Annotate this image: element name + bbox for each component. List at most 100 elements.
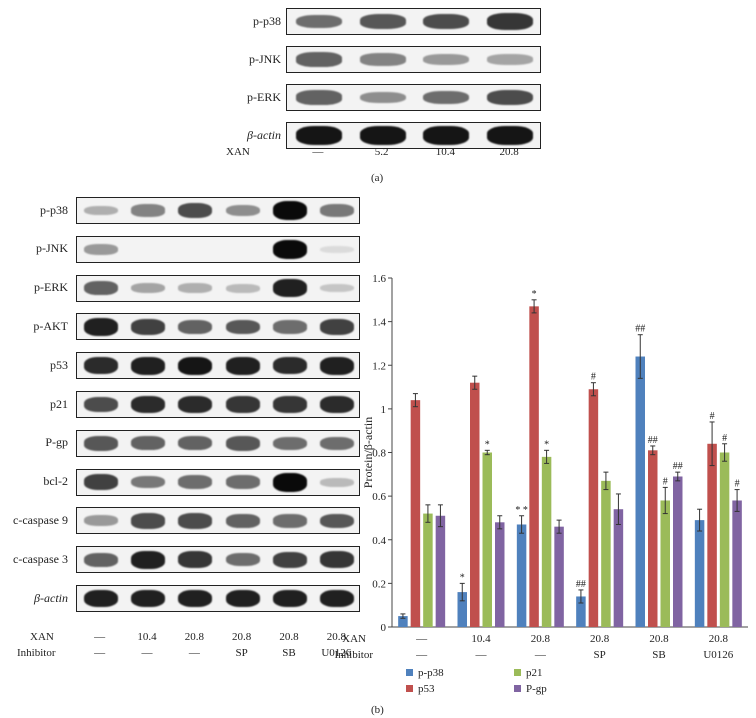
blot-band	[130, 550, 166, 569]
blot-strip	[76, 197, 360, 224]
inhibitor-value-label: —	[188, 647, 200, 659]
x-category-inhibitor: —	[534, 649, 547, 661]
blot-band	[83, 396, 118, 413]
blot-band	[130, 356, 166, 375]
blot-band	[320, 395, 355, 414]
x-category-xan: 20.8	[649, 633, 669, 645]
xan-dose-label: —	[312, 146, 324, 158]
blot-band	[225, 435, 260, 451]
bar-p21	[423, 513, 433, 627]
blot-strip	[286, 8, 541, 35]
blot-band	[272, 239, 308, 259]
blot-band	[178, 202, 213, 219]
blot-band	[83, 205, 118, 216]
xan-dose-label: 10.4	[137, 631, 157, 643]
xan-dose-label: 10.4	[435, 146, 455, 158]
x-category-inhibitor: SP	[594, 649, 606, 661]
blot-band	[130, 589, 166, 608]
inhibitor-value-label: U0126	[321, 647, 352, 659]
blot-row-label: p21	[50, 396, 68, 411]
blot-row-label: β-actin	[247, 127, 281, 142]
bar-p21	[601, 480, 611, 627]
significance-mark: #	[710, 411, 715, 422]
blot-band	[320, 318, 355, 335]
blot-strip	[286, 122, 541, 149]
blot-band	[225, 552, 260, 567]
inhibitor-value-label: SB	[282, 647, 296, 659]
blot-band	[272, 357, 308, 375]
xan-dose-label: 20.8	[499, 146, 519, 158]
bar-p21	[482, 452, 492, 627]
bar-p53	[529, 306, 539, 627]
bar-p53	[410, 400, 421, 627]
blot-strip	[76, 468, 360, 496]
blot-band	[487, 13, 534, 30]
blot-row-label: p-p38	[40, 202, 68, 217]
blot-band	[320, 204, 355, 217]
legend-swatch	[406, 669, 413, 676]
legend-label: p53	[418, 683, 435, 695]
blot-band	[225, 513, 260, 528]
xan-dose-label: 20.8	[232, 631, 252, 643]
blot-band	[487, 89, 534, 106]
blot-band	[178, 589, 213, 608]
blot-band	[320, 356, 355, 375]
y-tick-label: 1.2	[372, 360, 386, 372]
significance-mark: ##	[648, 435, 658, 446]
legend-label: p-p38	[418, 667, 444, 679]
blot-band	[295, 52, 342, 67]
significance-mark: #	[722, 433, 727, 444]
y-tick-label: 1.4	[372, 317, 386, 329]
blot-band	[178, 395, 213, 414]
blot-band	[130, 436, 166, 451]
bar-p53	[588, 389, 599, 627]
blot-band	[272, 514, 308, 528]
legend-label: P-gp	[526, 683, 547, 695]
xan-dose-label: 20.8	[184, 631, 204, 643]
blot-band	[83, 357, 118, 375]
x-category-inhibitor: —	[475, 649, 488, 661]
significance-mark: * *	[515, 505, 528, 516]
blot-band	[83, 515, 118, 527]
significance-mark: ##	[635, 324, 645, 335]
bar-p53	[707, 443, 717, 627]
x-category-xan: 20.8	[590, 633, 610, 645]
blot-strip	[76, 235, 360, 263]
blot-band	[130, 318, 166, 335]
blot-row-label: p-p38	[253, 13, 281, 28]
x-category-inhibitor: —	[415, 649, 428, 661]
bar-p-gp	[732, 500, 742, 627]
blot-row-label: p-JNK	[249, 51, 281, 66]
significance-mark: #	[663, 476, 668, 487]
blot-band	[130, 513, 166, 529]
blot-row-label: p-AKT	[33, 318, 68, 333]
bar-p-p38	[457, 592, 467, 627]
blot-band	[178, 475, 213, 489]
bar-p-p38	[694, 520, 705, 627]
blot-row-label: p-JNK	[36, 241, 68, 256]
blot-band	[487, 54, 534, 65]
blot-band	[178, 436, 213, 451]
blot-strip	[286, 46, 541, 73]
y-tick-label: 0	[381, 622, 387, 634]
blot-band	[225, 283, 260, 293]
blot-band	[423, 13, 470, 30]
blot-band	[320, 551, 355, 568]
blot-band	[272, 436, 308, 450]
significance-mark: *	[532, 289, 537, 300]
blot-band	[178, 513, 213, 529]
bar-p-gp	[435, 515, 446, 627]
blot-row-label: c-caspase 3	[13, 551, 68, 566]
blot-band	[83, 243, 118, 255]
blot-band	[423, 90, 470, 105]
blot-band	[225, 589, 260, 608]
blot-band	[225, 356, 260, 375]
blot-band	[359, 14, 406, 29]
y-tick-label: 0.2	[372, 578, 386, 590]
blot-band	[320, 283, 355, 293]
blot-band	[320, 589, 355, 608]
blot-band	[178, 356, 213, 375]
legend-label: p21	[526, 667, 543, 679]
blot-band	[83, 474, 118, 491]
y-tick-label: 1.6	[372, 273, 386, 285]
